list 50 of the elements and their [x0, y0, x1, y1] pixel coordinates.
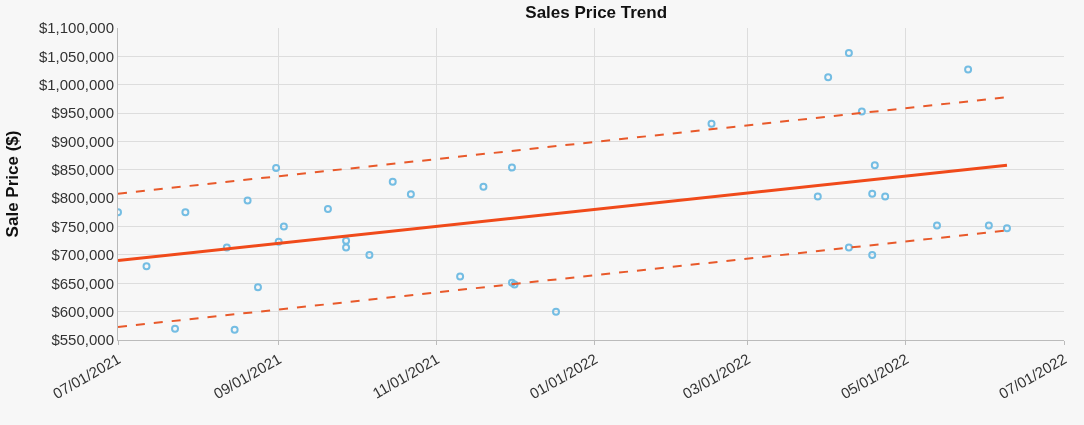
y-tick-label: $800,000 [51, 189, 114, 207]
point [507, 163, 516, 172]
y-tick-label: $950,000 [51, 104, 114, 122]
point [844, 48, 853, 57]
point [253, 283, 262, 292]
point [984, 221, 993, 230]
point [456, 272, 465, 281]
y-tick-label: $550,000 [51, 331, 114, 349]
y-tick-label: $1,100,000 [38, 19, 114, 37]
y-tick-label: $750,000 [51, 217, 114, 235]
y-tick-label: $1,050,000 [38, 47, 114, 65]
point [552, 307, 561, 316]
point [243, 196, 252, 205]
point [813, 192, 822, 201]
point [868, 250, 877, 259]
y-tick-label: $600,000 [51, 302, 114, 320]
point [230, 325, 239, 334]
y-tick-label: $1,000,000 [38, 75, 114, 93]
y-tick-label: $650,000 [51, 274, 114, 292]
point [406, 190, 415, 199]
point [510, 280, 519, 289]
point [844, 243, 853, 252]
point [342, 243, 351, 252]
point [274, 237, 283, 246]
point [279, 222, 288, 231]
y-tick-label: $850,000 [51, 161, 114, 179]
point [824, 73, 833, 82]
point [857, 107, 866, 116]
point [171, 324, 180, 333]
point [222, 243, 231, 252]
point [272, 164, 281, 173]
point [342, 236, 351, 245]
point [1002, 224, 1011, 233]
y-tick-label: $900,000 [51, 132, 114, 150]
point [707, 119, 716, 128]
point [881, 192, 890, 201]
point [181, 208, 190, 217]
point [479, 182, 488, 191]
point [868, 189, 877, 198]
y-axis-title: Sale Price ($) [3, 130, 23, 238]
point [388, 177, 397, 186]
chart-title: Sales Price Trend [525, 3, 668, 23]
point [142, 262, 151, 271]
point [964, 65, 973, 74]
y-tick-label: $700,000 [51, 246, 114, 264]
point [507, 278, 516, 287]
point [365, 250, 374, 259]
point [323, 204, 332, 213]
point [870, 161, 879, 170]
point [933, 221, 941, 230]
